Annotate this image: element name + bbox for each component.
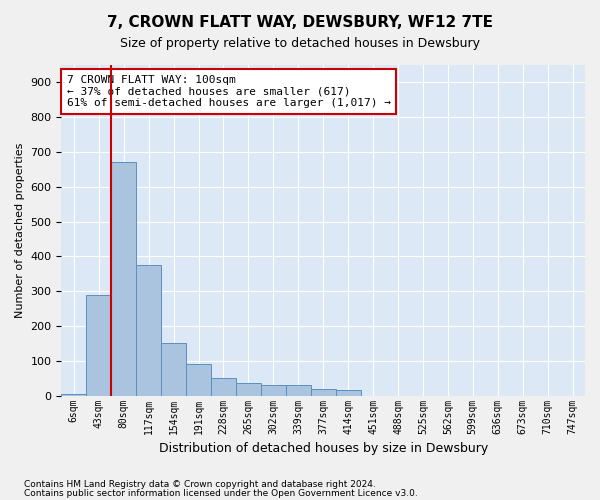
Bar [335, 390, 361, 396]
Bar [61, 394, 86, 396]
X-axis label: Distribution of detached houses by size in Dewsbury: Distribution of detached houses by size … [158, 442, 488, 455]
Bar [211, 378, 236, 396]
Text: Contains public sector information licensed under the Open Government Licence v3: Contains public sector information licen… [24, 488, 418, 498]
Text: Size of property relative to detached houses in Dewsbury: Size of property relative to detached ho… [120, 38, 480, 51]
Bar [186, 364, 211, 396]
Bar [261, 385, 286, 396]
Bar [111, 162, 136, 396]
Bar [136, 265, 161, 396]
Bar [86, 294, 111, 396]
Bar [286, 385, 311, 396]
Text: Contains HM Land Registry data © Crown copyright and database right 2024.: Contains HM Land Registry data © Crown c… [24, 480, 376, 489]
Text: 7 CROWN FLATT WAY: 100sqm
← 37% of detached houses are smaller (617)
61% of semi: 7 CROWN FLATT WAY: 100sqm ← 37% of detac… [67, 75, 391, 108]
Bar [161, 344, 186, 396]
Y-axis label: Number of detached properties: Number of detached properties [15, 142, 25, 318]
Bar [236, 384, 261, 396]
Text: 7, CROWN FLATT WAY, DEWSBURY, WF12 7TE: 7, CROWN FLATT WAY, DEWSBURY, WF12 7TE [107, 15, 493, 30]
Bar [311, 388, 335, 396]
